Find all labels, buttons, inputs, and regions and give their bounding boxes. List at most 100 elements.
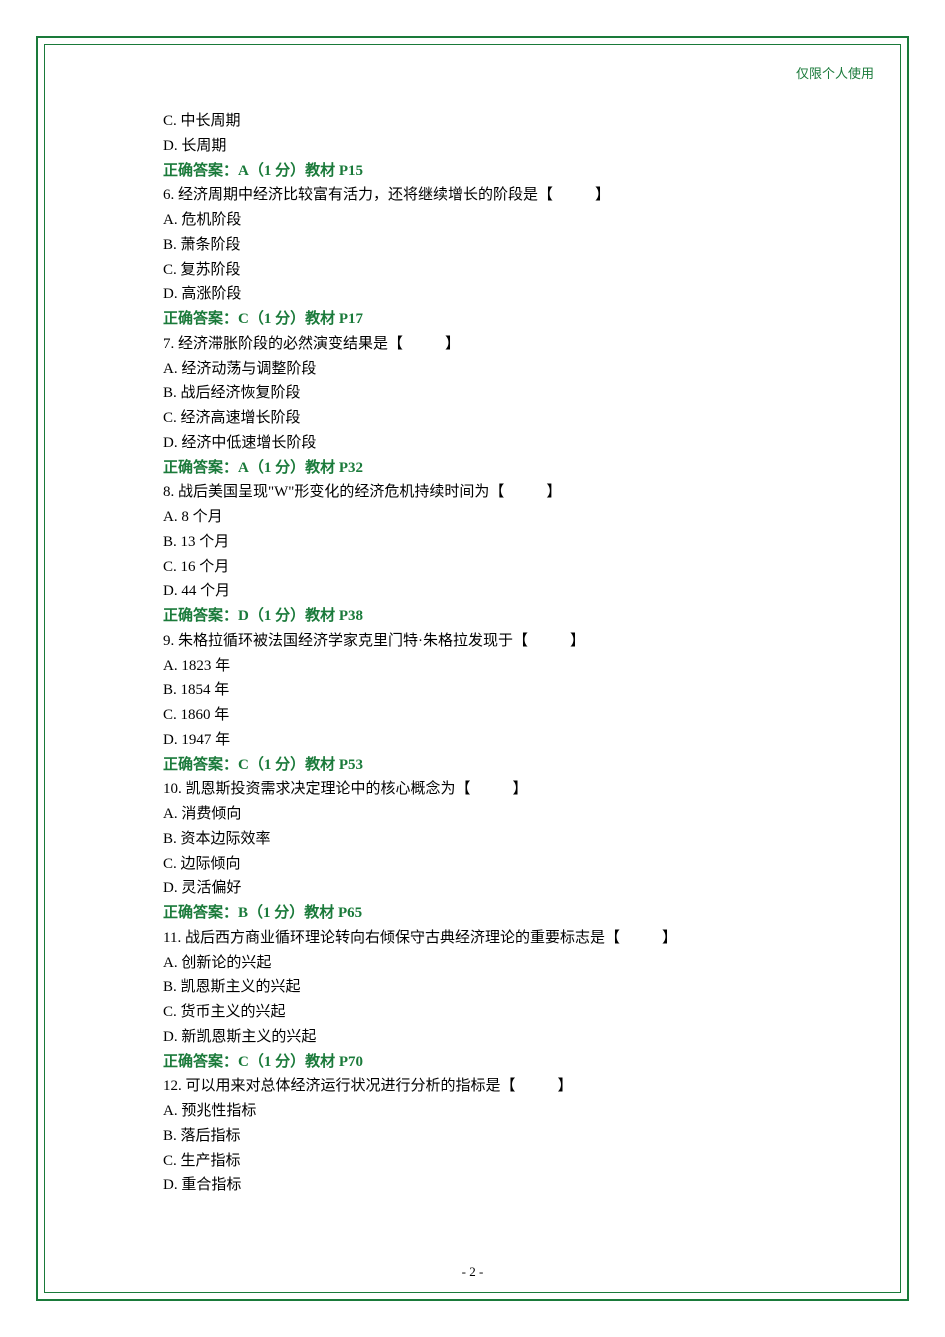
option-letter: C (163, 559, 173, 575)
option-text: 生产指标 (181, 1153, 241, 1169)
option-text: 1860 年 (181, 707, 230, 723)
question-number: 10 (163, 781, 178, 797)
question-text: 经济周期中经济比较富有活力，还将继续增长的阶段是【 (178, 187, 553, 203)
option-line: B. 落后指标 (163, 1124, 870, 1149)
answer-line: 正确答案：A（1 分）教材 P15 (163, 159, 870, 184)
option-line: C. 经济高速增长阶段 (163, 406, 870, 431)
stem-tail: 】 (595, 187, 610, 203)
option-line: C. 16 个月 (163, 555, 870, 580)
stem-tail: 】 (513, 781, 528, 797)
option-letter: A (163, 509, 174, 525)
option-text: 1823 年 (181, 658, 230, 674)
question-text: 经济滞胀阶段的必然演变结果是【 (178, 336, 403, 352)
option-letter: B (163, 1128, 173, 1144)
option-letter: D (163, 138, 174, 154)
option-text: 灵活偏好 (181, 880, 241, 896)
option-letter: A (163, 955, 174, 971)
option-line: A. 危机阶段 (163, 208, 870, 233)
answer-line: 正确答案：A（1 分）教材 P32 (163, 456, 870, 481)
question-stem: 10. 凯恩斯投资需求决定理论中的核心概念为【】 (163, 777, 870, 802)
option-letter: D (163, 435, 174, 451)
question-stem: 9. 朱格拉循环被法国经济学家克里门特·朱格拉发现于【】 (163, 629, 870, 654)
question-stem: 7. 经济滞胀阶段的必然演变结果是【】 (163, 332, 870, 357)
option-line: B. 资本边际效率 (163, 827, 870, 852)
question-text: 战后西方商业循环理论转向右倾保守古典经济理论的重要标志是【 (185, 930, 620, 946)
answer-line: 正确答案：C（1 分）教材 P17 (163, 307, 870, 332)
document-content: C. 中长周期 D. 长周期 正确答案：A（1 分）教材 P15 6. 经济周期… (163, 109, 870, 1198)
answer-line: 正确答案：D（1 分）教材 P38 (163, 604, 870, 629)
option-letter: A (163, 806, 174, 822)
option-letter: D (163, 732, 174, 748)
option-letter: D (163, 1177, 174, 1193)
option-text: 危机阶段 (181, 212, 241, 228)
option-letter: C (163, 1004, 173, 1020)
stem-tail: 】 (445, 336, 460, 352)
option-line: C. 边际倾向 (163, 852, 870, 877)
question-stem: 6. 经济周期中经济比较富有活力，还将继续增长的阶段是【】 (163, 183, 870, 208)
option-letter: C (163, 262, 173, 278)
outer-border: 仅限个人使用 C. 中长周期 D. 长周期 正确答案：A（1 分）教材 P15 … (36, 36, 909, 1301)
option-text: 创新论的兴起 (181, 955, 271, 971)
option-text: 重合指标 (181, 1177, 241, 1193)
option-letter: C (163, 707, 173, 723)
stem-tail: 】 (662, 930, 677, 946)
option-text: 经济中低速增长阶段 (181, 435, 316, 451)
option-text: 经济动荡与调整阶段 (181, 361, 316, 377)
option-line: C. 中长周期 (163, 109, 870, 134)
question-text: 朱格拉循环被法国经济学家克里门特·朱格拉发现于【 (178, 633, 528, 649)
option-line: B. 1854 年 (163, 678, 870, 703)
option-text: 凯恩斯主义的兴起 (181, 979, 301, 995)
option-text: 货币主义的兴起 (181, 1004, 286, 1020)
option-letter: B (163, 831, 173, 847)
option-letter: D (163, 1029, 174, 1045)
option-letter: B (163, 979, 173, 995)
watermark-text: 仅限个人使用 (796, 63, 874, 82)
option-letter: B (163, 682, 173, 698)
option-line: D. 重合指标 (163, 1173, 870, 1198)
option-text: 13 个月 (181, 534, 230, 550)
option-line: D. 高涨阶段 (163, 282, 870, 307)
option-letter: C (163, 113, 173, 129)
option-text: 资本边际效率 (181, 831, 271, 847)
option-text: 消费倾向 (181, 806, 241, 822)
answer-line: 正确答案：B（1 分）教材 P65 (163, 901, 870, 926)
option-line: B. 凯恩斯主义的兴起 (163, 975, 870, 1000)
question-stem: 11. 战后西方商业循环理论转向右倾保守古典经济理论的重要标志是【】 (163, 926, 870, 951)
option-text: 战后经济恢复阶段 (181, 385, 301, 401)
option-line: A. 消费倾向 (163, 802, 870, 827)
option-line: A. 经济动荡与调整阶段 (163, 357, 870, 382)
page-number: - 2 - (45, 1264, 900, 1280)
option-line: D. 1947 年 (163, 728, 870, 753)
option-text: 8 个月 (181, 509, 222, 525)
option-line: C. 生产指标 (163, 1149, 870, 1174)
option-line: C. 货币主义的兴起 (163, 1000, 870, 1025)
option-letter: D (163, 583, 174, 599)
answer-line: 正确答案：C（1 分）教材 P53 (163, 753, 870, 778)
option-letter: D (163, 880, 174, 896)
option-line: D. 44 个月 (163, 579, 870, 604)
option-text: 复苏阶段 (181, 262, 241, 278)
option-line: A. 预兆性指标 (163, 1099, 870, 1124)
option-line: D. 新凯恩斯主义的兴起 (163, 1025, 870, 1050)
option-text: 44 个月 (181, 583, 230, 599)
question-number: 11 (163, 930, 177, 946)
option-line: C. 1860 年 (163, 703, 870, 728)
option-text: 萧条阶段 (181, 237, 241, 253)
option-line: D. 经济中低速增长阶段 (163, 431, 870, 456)
question-text: 战后美国呈现"W"形变化的经济危机持续时间为【 (178, 484, 504, 500)
option-text: 经济高速增长阶段 (181, 410, 301, 426)
option-letter: B (163, 534, 173, 550)
option-letter: A (163, 361, 174, 377)
option-text: 16 个月 (181, 559, 230, 575)
option-text: 边际倾向 (181, 856, 241, 872)
option-line: D. 长周期 (163, 134, 870, 159)
option-text: 长周期 (181, 138, 226, 154)
option-line: B. 战后经济恢复阶段 (163, 381, 870, 406)
option-letter: C (163, 410, 173, 426)
stem-tail: 】 (546, 484, 561, 500)
option-line: D. 灵活偏好 (163, 876, 870, 901)
option-letter: A (163, 658, 174, 674)
option-letter: D (163, 286, 174, 302)
option-text: 高涨阶段 (181, 286, 241, 302)
option-line: B. 萧条阶段 (163, 233, 870, 258)
